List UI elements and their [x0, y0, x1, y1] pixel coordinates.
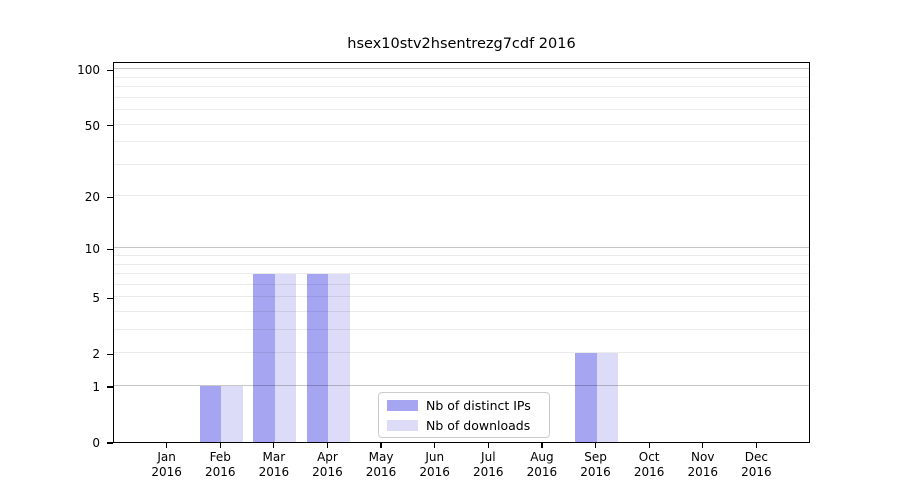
x-tick-mark — [380, 443, 382, 448]
plot-area — [113, 62, 810, 443]
y-tick-label: 50 — [84, 118, 100, 133]
bar-downloads-sep — [596, 353, 619, 442]
gridline-y-90 — [114, 76, 809, 78]
x-tick-mark — [273, 443, 275, 448]
gridline-y-50 — [114, 123, 809, 125]
gridline-y-40 — [114, 141, 809, 143]
bar-distinct-ips-sep — [575, 353, 597, 442]
x-tick-mark — [487, 443, 489, 448]
y-tick-mark — [107, 196, 113, 198]
x-tick-mark — [755, 443, 757, 448]
legend-item-downloads: Nb of downloads — [387, 418, 541, 433]
x-tick-mark — [702, 443, 704, 448]
gridline-y-8 — [114, 263, 809, 265]
bar-distinct-ips-feb — [199, 386, 222, 442]
bar-distinct-ips-mar — [253, 274, 275, 442]
legend: Nb of distinct IPs Nb of downloads — [378, 392, 550, 438]
gridline-y-20 — [114, 195, 809, 197]
y-tick-label: 2 — [92, 347, 100, 362]
x-tick-label-jun: Jun 2016 — [419, 450, 450, 479]
gridline-y-3 — [114, 329, 809, 331]
gridline-y-5 — [114, 296, 809, 298]
x-tick-label-jan: Jan 2016 — [151, 450, 182, 479]
legend-item-distinct-ips: Nb of distinct IPs — [387, 398, 541, 413]
legend-swatch-distinct-ips-icon — [387, 399, 418, 411]
y-tick-mark — [107, 124, 113, 127]
gridline-y-60 — [114, 109, 809, 111]
x-tick-mark — [434, 443, 436, 448]
y-tick-label: 10 — [84, 242, 100, 257]
gridline-y-30 — [114, 163, 809, 165]
x-tick-label-may: May 2016 — [365, 450, 397, 479]
gridline-y-100 — [114, 68, 809, 70]
x-tick-mark — [594, 443, 597, 448]
y-tick-label: 1 — [92, 380, 100, 395]
bar-downloads-feb — [221, 386, 243, 442]
y-tick-label: 5 — [92, 291, 100, 306]
bar-downloads-apr — [328, 274, 350, 442]
x-tick-label-nov: Nov 2016 — [687, 450, 719, 479]
x-tick-label-sep: Sep 2016 — [580, 450, 611, 479]
gridline-y-80 — [114, 86, 809, 88]
y-tick-mark — [107, 69, 113, 71]
y-tick-mark — [107, 297, 113, 299]
x-tick-mark — [166, 443, 168, 448]
x-tick-mark — [219, 443, 221, 448]
x-tick-label-feb: Feb 2016 — [204, 450, 236, 479]
gridline-y-6 — [114, 283, 809, 285]
gridline-y-4 — [114, 311, 809, 313]
x-tick-mark — [648, 443, 650, 448]
y-tick-mark — [107, 442, 113, 444]
gridline-y-7 — [114, 273, 809, 275]
x-tick-label-apr: Apr 2016 — [312, 450, 343, 479]
legend-label-downloads: Nb of downloads — [426, 417, 531, 433]
x-tick-label-jul: Jul 2016 — [473, 450, 504, 479]
x-tick-mark — [326, 443, 329, 448]
x-tick-label-dec: Dec 2016 — [741, 450, 772, 479]
x-tick-label-aug: Aug 2016 — [526, 450, 558, 479]
y-tick-label: 20 — [84, 190, 100, 205]
y-tick-mark — [107, 353, 113, 355]
y-tick-mark — [107, 386, 113, 388]
gridline-y-2 — [114, 352, 809, 354]
y-tick-mark — [107, 248, 113, 250]
gridline-y-10 — [114, 247, 809, 249]
x-tick-label-mar: Mar 2016 — [258, 450, 290, 479]
legend-swatch-downloads-icon — [387, 419, 418, 431]
gridline-y-1 — [114, 385, 809, 387]
gridline-y-9 — [114, 255, 809, 257]
chart-title: hsex10stv2hsentrezg7cdf 2016 — [347, 36, 576, 52]
y-tick-label: 0 — [92, 436, 100, 450]
y-tick-label: 100 — [77, 63, 100, 78]
legend-label-distinct-ips: Nb of distinct IPs — [426, 397, 531, 413]
x-tick-mark — [541, 443, 543, 448]
bar-distinct-ips-apr — [306, 274, 329, 442]
bar-downloads-mar — [274, 274, 297, 442]
x-tick-label-oct: Oct 2016 — [633, 450, 665, 479]
gridline-y-70 — [114, 96, 809, 98]
